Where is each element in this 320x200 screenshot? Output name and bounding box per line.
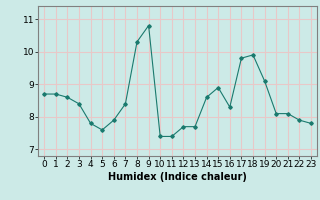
X-axis label: Humidex (Indice chaleur): Humidex (Indice chaleur) bbox=[108, 172, 247, 182]
